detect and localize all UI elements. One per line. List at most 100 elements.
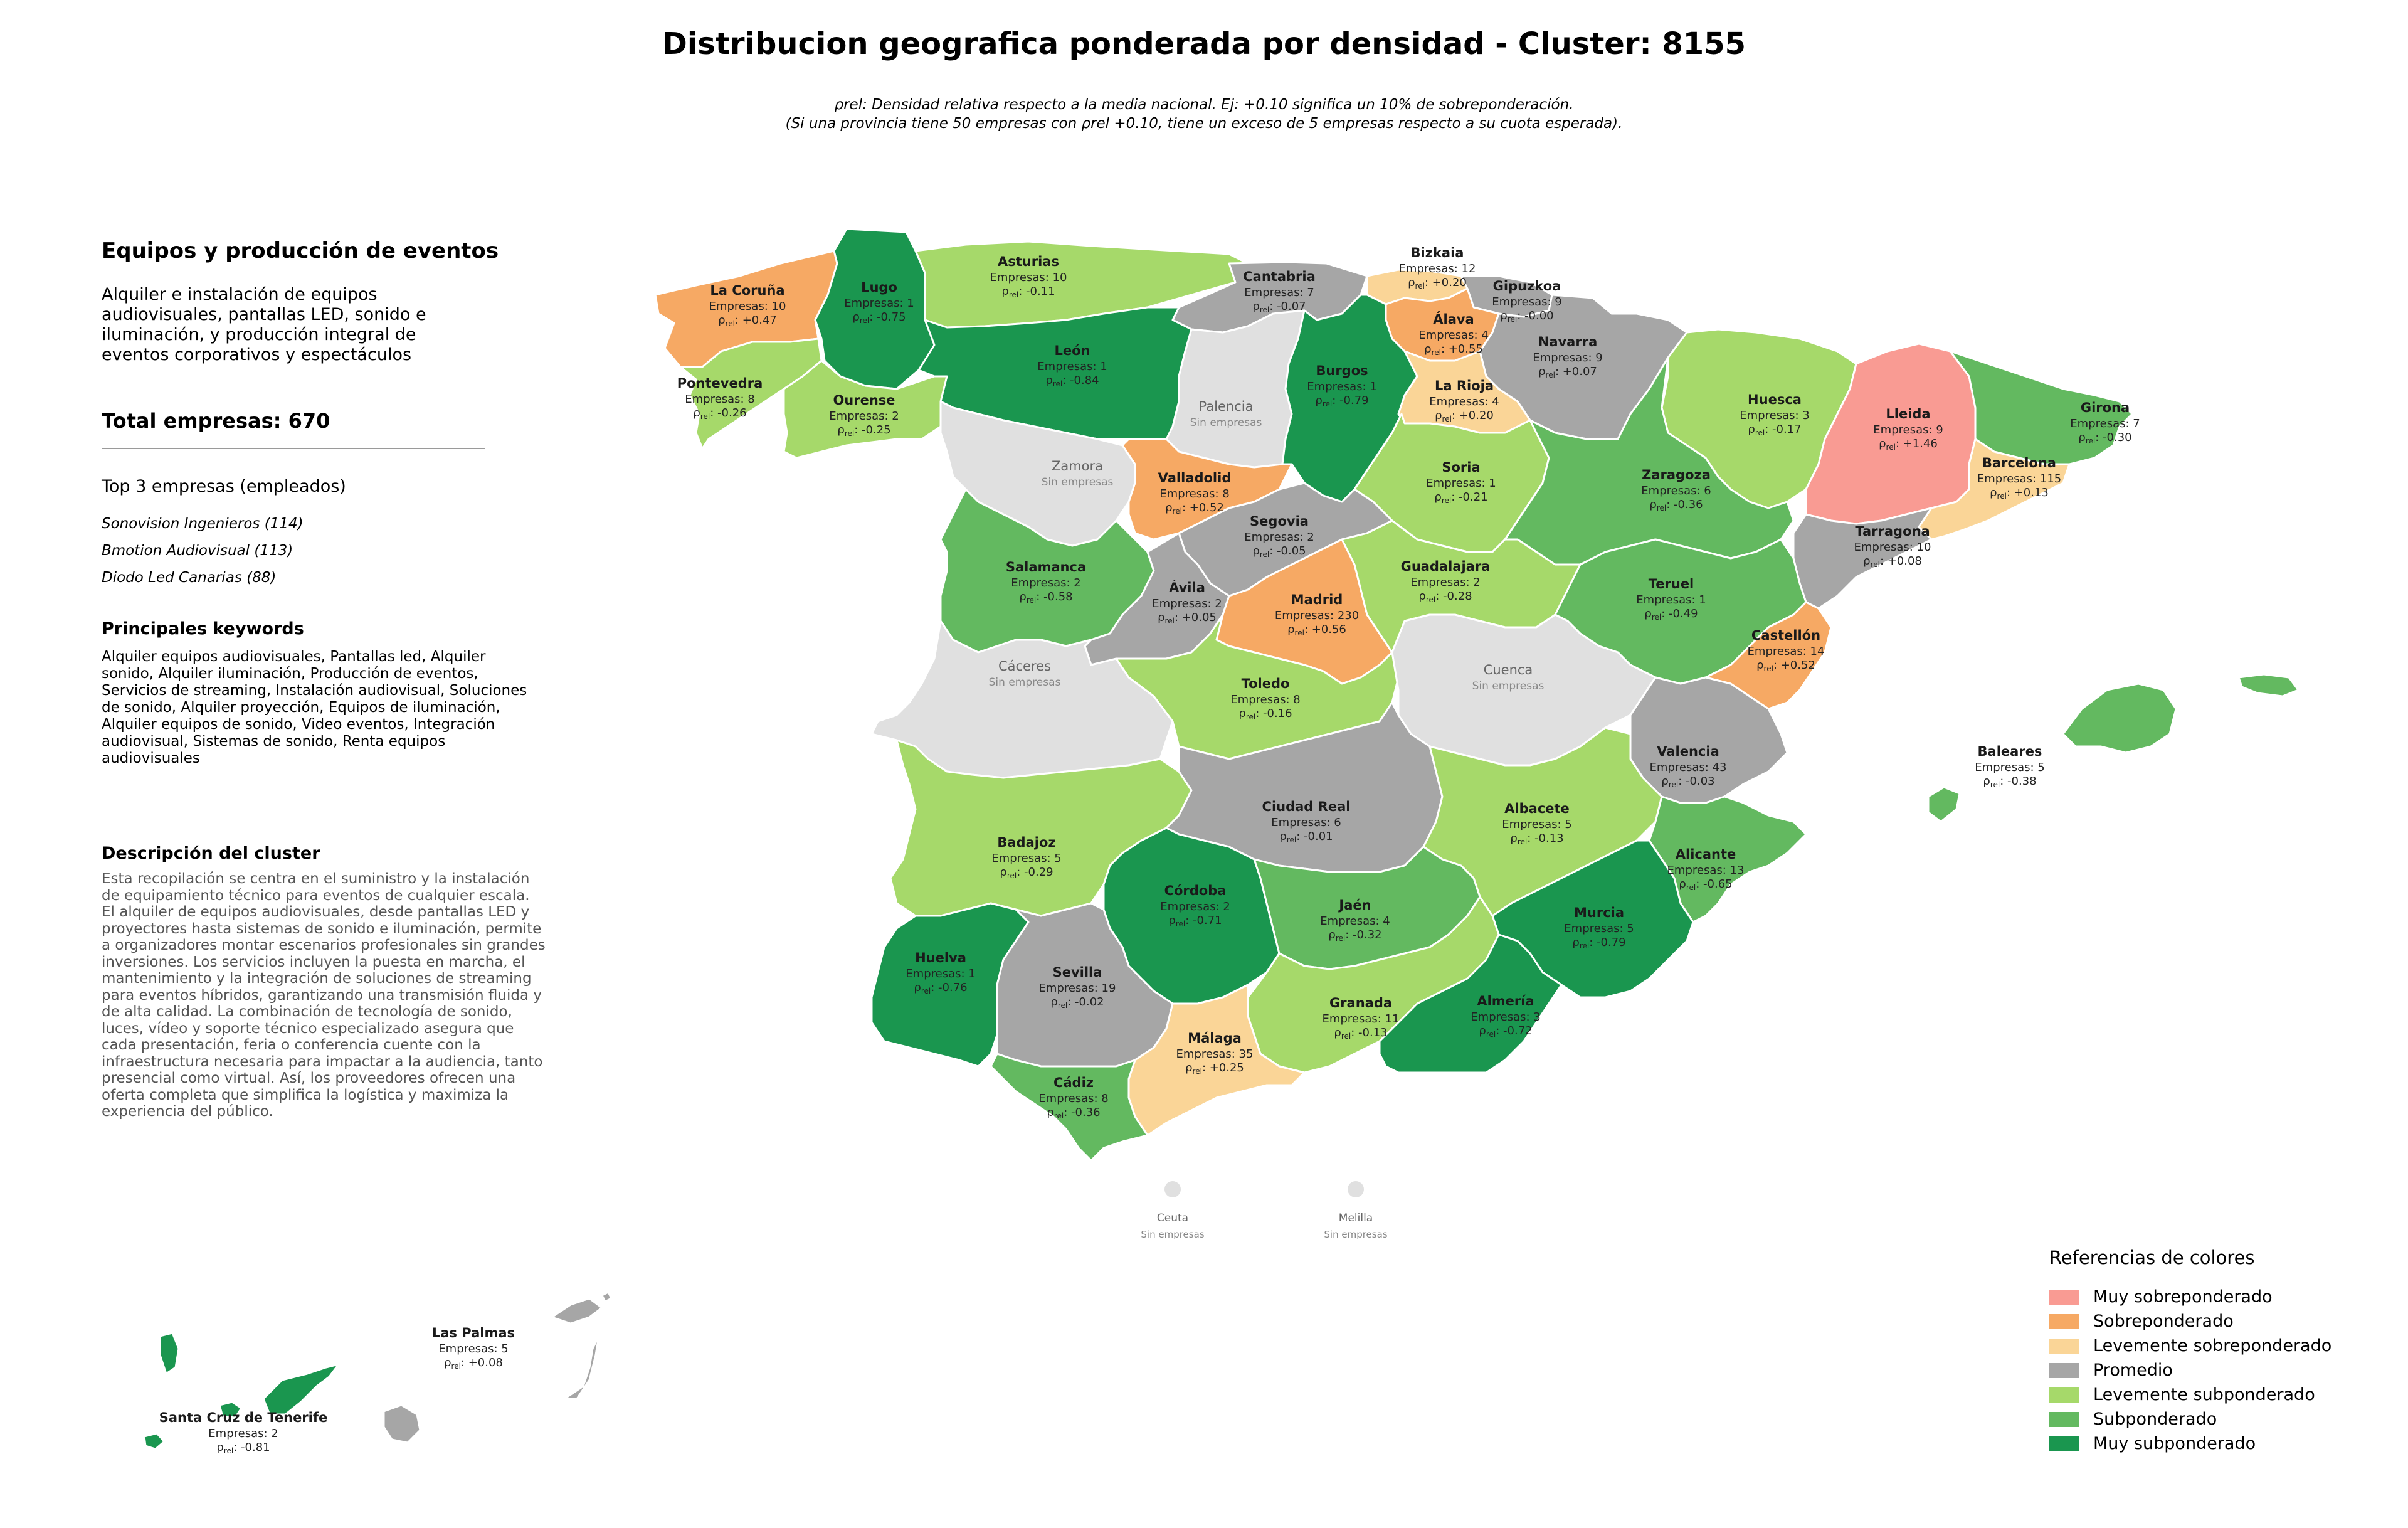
province-name-caceres: Cáceres — [998, 659, 1051, 674]
province-name-barcelona: Barcelona — [1982, 455, 2056, 470]
province-count-leon: Empresas: 1 — [1037, 360, 1107, 373]
province-rho-valladolid: ρrel: +0.52 — [1165, 501, 1224, 516]
province-name-tarragona: Tarragona — [1855, 524, 1930, 539]
cluster-summary: Alquiler e instalación de equipos audiov… — [102, 285, 426, 364]
keywords-text: Alquiler equipos audiovisuales, Pantalla… — [102, 649, 527, 767]
legend-item-muy-subponderado: Muy subponderado — [2049, 1431, 2331, 1456]
province-count-cantabria: Empresas: 7 — [1244, 286, 1314, 299]
province-count-huelva: Empresas: 1 — [906, 967, 975, 980]
province-rho-santa-cruz-de-tenerife: ρrel: -0.81 — [216, 1441, 270, 1455]
province-rho-huesca: ρrel: -0.17 — [1748, 423, 1801, 437]
province-count-lugo: Empresas: 1 — [844, 297, 914, 310]
legend-label: Muy subponderado — [2093, 1434, 2256, 1453]
province-name-avila: Ávila — [1169, 580, 1205, 595]
province-rho-lleida: ρrel: +1.46 — [1879, 437, 1938, 452]
province-rho-madrid: ρrel: +0.56 — [1287, 623, 1346, 637]
province-name-alava: Álava — [1433, 311, 1474, 327]
province-name-la-rioja: La Rioja — [1435, 378, 1494, 393]
province-count-zaragoza: Empresas: 6 — [1641, 484, 1711, 497]
province-name-cordoba: Córdoba — [1164, 883, 1227, 898]
province-name-leon: León — [1054, 343, 1090, 358]
province-barcelona — [1918, 438, 2071, 541]
province-name-valladolid: Valladolid — [1158, 470, 1232, 485]
province-name-huesca: Huesca — [1748, 392, 1802, 407]
province-count-caceres: Sin empresas — [989, 676, 1061, 689]
province-baleares — [1927, 673, 2300, 823]
province-count-avila: Empresas: 2 — [1152, 597, 1222, 610]
province-rho-cordoba: ρrel: -0.71 — [1168, 914, 1222, 928]
province-rho-ciudad-real: ρrel: -0.01 — [1279, 830, 1333, 844]
province-name-teruel: Teruel — [1649, 576, 1694, 592]
keywords-title: Principales keywords — [102, 619, 304, 639]
province-rho-cantabria: ρrel: -0.07 — [1252, 300, 1306, 314]
province-rho-badajoz: ρrel: -0.29 — [1000, 866, 1053, 880]
province-count-almeria: Empresas: 3 — [1471, 1011, 1540, 1024]
province-rho-toledo: ρrel: -0.16 — [1238, 707, 1292, 721]
province-count-barcelona: Empresas: 115 — [1977, 472, 2061, 485]
legend-label: Muy sobreponderado — [2093, 1287, 2273, 1307]
province-count-santa-cruz-de-tenerife: Empresas: 2 — [208, 1427, 278, 1440]
legend-label: Promedio — [2093, 1361, 2173, 1380]
province-count-gipuzkoa: Empresas: 9 — [1492, 295, 1561, 309]
province-name-valencia: Valencia — [1657, 744, 1719, 759]
color-legend: Referencias de colores Muy sobreponderad… — [2049, 1247, 2331, 1456]
province-name-albacete: Albacete — [1504, 801, 1570, 816]
province-rho-navarra: ρrel: +0.07 — [1538, 365, 1597, 379]
province-name-santa-cruz-de-tenerife: Santa Cruz de Tenerife — [159, 1410, 328, 1425]
province-name-huelva: Huelva — [915, 950, 966, 965]
province-count-pontevedra: Empresas: 8 — [685, 393, 754, 406]
province-rho-barcelona: ρrel: +0.13 — [1990, 486, 2049, 501]
province-name-burgos: Burgos — [1316, 363, 1368, 378]
province-rho-la-coruna: ρrel: +0.47 — [718, 314, 777, 328]
province-name-cantabria: Cantabria — [1243, 269, 1316, 284]
legend-item-sobreponderado: Sobreponderado — [2049, 1309, 2331, 1334]
province-count-lleida: Empresas: 9 — [1873, 423, 1943, 437]
legend-swatch — [2049, 1362, 2079, 1378]
province-rho-pontevedra: ρrel: -0.26 — [693, 406, 746, 421]
legend-swatch — [2049, 1411, 2079, 1427]
province-name-toledo: Toledo — [1242, 676, 1290, 691]
province-name-ciudad-real: Ciudad Real — [1262, 799, 1351, 814]
province-name-cuenca: Cuenca — [1484, 662, 1533, 677]
province-rho-las-palmas: ρrel: +0.08 — [444, 1356, 503, 1371]
legend-item-promedio: Promedio — [2049, 1358, 2331, 1382]
province-count-valladolid: Empresas: 8 — [1159, 487, 1229, 501]
province-name-la-coruna: La Coruña — [710, 283, 784, 298]
province-name-malaga: Málaga — [1188, 1031, 1242, 1046]
province-count-tarragona: Empresas: 10 — [1854, 541, 1931, 554]
province-count-burgos: Empresas: 1 — [1307, 380, 1376, 393]
cluster-info-panel: Equipos y producción de eventos Alquiler… — [102, 238, 553, 1120]
legend-item-levemente-subponderado: Levemente subponderado — [2049, 1382, 2331, 1407]
province-count-castellon: Empresas: 14 — [1748, 645, 1825, 658]
province-rho-malaga: ρrel: +0.25 — [1185, 1061, 1244, 1076]
province-count-albacete: Empresas: 5 — [1502, 818, 1571, 831]
province-count-cadiz: Empresas: 8 — [1038, 1092, 1108, 1105]
province-count-madrid: Empresas: 230 — [1275, 609, 1359, 622]
province-count-zamora: Sin empresas — [1042, 476, 1114, 489]
province-rho-burgos: ρrel: -0.79 — [1315, 394, 1368, 408]
top-companies-title: Top 3 empresas (empleados) — [102, 477, 346, 496]
province-count-alava: Empresas: 4 — [1418, 329, 1488, 342]
province-rho-girona: ρrel: -0.30 — [2078, 431, 2131, 445]
province-name-murcia: Murcia — [1574, 905, 1624, 920]
top-company-3: Diodo Led Canarias (88) — [102, 570, 277, 586]
province-name-zaragoza: Zaragoza — [1642, 467, 1711, 482]
province-rho-lugo: ρrel: -0.75 — [852, 310, 906, 325]
province-count-teruel: Empresas: 1 — [1636, 593, 1706, 607]
province-count-ourense: Empresas: 2 — [829, 410, 899, 423]
legend-label: Subponderado — [2093, 1409, 2217, 1429]
cluster-name: Equipos y producción de eventos — [102, 238, 499, 263]
province-name-baleares: Baleares — [1978, 744, 2042, 759]
province-rho-tarragona: ρrel: +0.08 — [1863, 554, 1922, 569]
province-rho-valencia: ρrel: -0.03 — [1661, 775, 1714, 789]
province-rho-ourense: ρrel: -0.25 — [837, 423, 890, 438]
province-rho-guadalajara: ρrel: -0.28 — [1418, 590, 1472, 604]
map-title: Distribucion geografica ponderada por de… — [662, 26, 1746, 61]
province-name-pontevedra: Pontevedra — [677, 376, 763, 391]
panel-divider — [102, 448, 485, 449]
province-name-guadalajara: Guadalajara — [1401, 559, 1491, 574]
province-name-salamanca: Salamanca — [1006, 560, 1086, 575]
province-rho-almeria: ρrel: -0.72 — [1479, 1024, 1532, 1039]
province-count-guadalajara: Empresas: 2 — [1410, 576, 1480, 589]
province-count-murcia: Empresas: 5 — [1564, 922, 1634, 935]
